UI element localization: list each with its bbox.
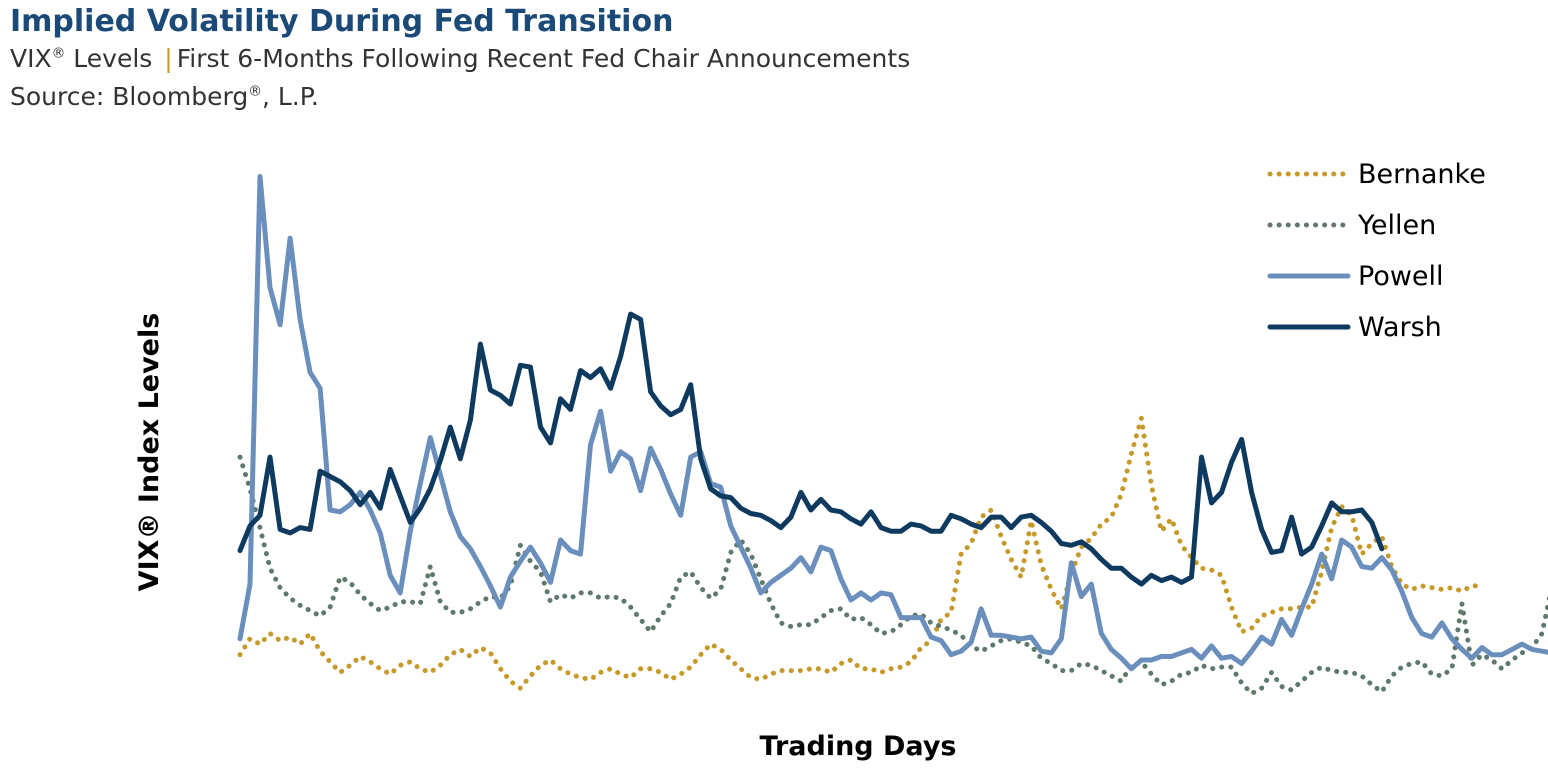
legend-label-warsh: Warsh bbox=[1358, 312, 1442, 343]
x-axis-label: Trading Days bbox=[760, 731, 957, 762]
subtitle-separator: | bbox=[164, 44, 173, 73]
y-axis-label: VIX® Index Levels bbox=[134, 313, 165, 592]
source-registered-mark: ® bbox=[248, 83, 262, 100]
chart-source: Source: Bloomberg®, L.P. bbox=[10, 82, 319, 111]
legend-label-powell: Powell bbox=[1358, 261, 1444, 292]
series-line-yellen bbox=[237, 454, 1548, 696]
legend-label-yellen: Yellen bbox=[1357, 210, 1436, 241]
subtitle-registered-mark: ® bbox=[51, 45, 66, 62]
subtitle-prefix: VIX bbox=[10, 44, 52, 73]
legend-item-powell: Powell bbox=[1267, 261, 1444, 292]
legend: Bernanke Yellen Powell Warsh bbox=[1267, 159, 1486, 343]
source-rest: , L.P. bbox=[261, 82, 319, 111]
legend-item-bernanke: Bernanke bbox=[1267, 159, 1486, 190]
series-line-powell bbox=[237, 174, 1548, 672]
chart-subtitle: VIX® Levels | First 6-Months Following Re… bbox=[10, 44, 910, 73]
legend-item-yellen: Yellen bbox=[1267, 210, 1436, 241]
source-prefix: Source: Bloomberg bbox=[10, 82, 249, 111]
legend-label-bernanke: Bernanke bbox=[1358, 159, 1486, 190]
subtitle-rest: First 6-Months Following Recent Fed Chai… bbox=[176, 44, 911, 73]
series-layer bbox=[237, 174, 1548, 696]
series-line-warsh bbox=[237, 311, 1385, 587]
chart-title: Implied Volatility During Fed Transition bbox=[10, 4, 674, 39]
series-line-bernanke bbox=[237, 415, 1485, 691]
legend-item-warsh: Warsh bbox=[1267, 312, 1442, 343]
subtitle-mid: Levels bbox=[65, 44, 153, 73]
